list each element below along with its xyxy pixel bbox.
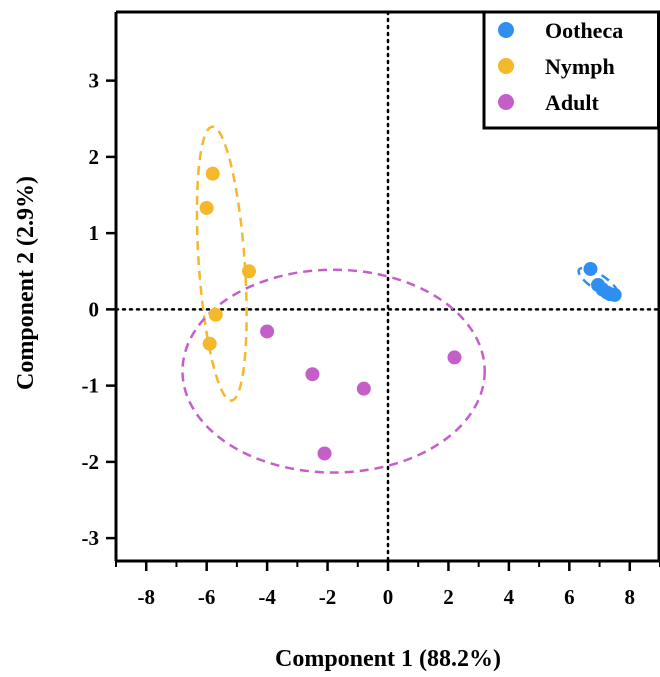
nymph-point — [205, 166, 220, 181]
y-tick-label: -2 — [82, 450, 100, 474]
adult-point — [447, 350, 462, 365]
nymph-point — [241, 264, 256, 279]
plot-inner — [116, 12, 660, 561]
nymph-confidence-ellipse — [195, 125, 248, 402]
x-tick-label: -2 — [319, 585, 337, 609]
nymph-point — [202, 336, 217, 351]
y-axis-title: Component 2 (2.9%) — [13, 176, 39, 390]
nymph-legend-marker — [498, 58, 514, 74]
adult-point — [260, 324, 275, 339]
legend-label-adult: Adult — [545, 90, 599, 115]
y-tick-label: -3 — [82, 526, 100, 550]
x-tick-label: 2 — [443, 585, 454, 609]
ootheca-legend-marker — [498, 22, 514, 38]
plot-area: -8 -6 -4 -2 0 2 4 6 8 -3 -2 -1 0 1 2 3 — [82, 10, 660, 609]
x-tick-label: 6 — [564, 585, 575, 609]
adult-legend-marker — [498, 94, 514, 110]
adult-point — [317, 446, 332, 461]
y-tick-label: -1 — [82, 374, 100, 398]
y-tick-label: 1 — [89, 221, 100, 245]
x-tick-label: 8 — [625, 585, 636, 609]
adult-point — [356, 381, 371, 396]
ootheca-point — [607, 287, 622, 302]
y-tick-label: 3 — [89, 69, 100, 93]
y-tick-label: 0 — [89, 297, 100, 321]
y-tick-label: 2 — [89, 145, 100, 169]
adult-point — [305, 367, 320, 382]
x-axis-title: Component 1 (88.2%) — [275, 646, 501, 672]
x-tick-label: -4 — [258, 585, 276, 609]
legend: Ootheca Nymph Adult — [482, 10, 660, 130]
legend-label-nymph: Nymph — [545, 54, 615, 79]
nymph-point — [208, 307, 223, 322]
x-tick-label: 4 — [504, 585, 515, 609]
x-tick-label: 0 — [383, 585, 394, 609]
legend-label-ootheca: Ootheca — [545, 18, 623, 43]
nymph-point — [199, 200, 214, 215]
x-tick-label: -8 — [137, 585, 155, 609]
adult-confidence-ellipse — [181, 268, 486, 474]
ootheca-point — [583, 261, 598, 276]
x-tick-label: -6 — [198, 585, 216, 609]
